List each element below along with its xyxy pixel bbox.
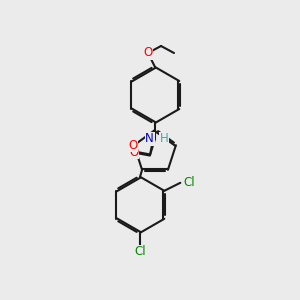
Text: O: O <box>143 46 153 59</box>
Text: N: N <box>145 133 154 146</box>
Text: Cl: Cl <box>183 176 195 189</box>
Text: O: O <box>129 146 139 158</box>
Text: O: O <box>128 139 138 152</box>
Text: Cl: Cl <box>134 245 146 258</box>
Text: H: H <box>160 133 169 146</box>
